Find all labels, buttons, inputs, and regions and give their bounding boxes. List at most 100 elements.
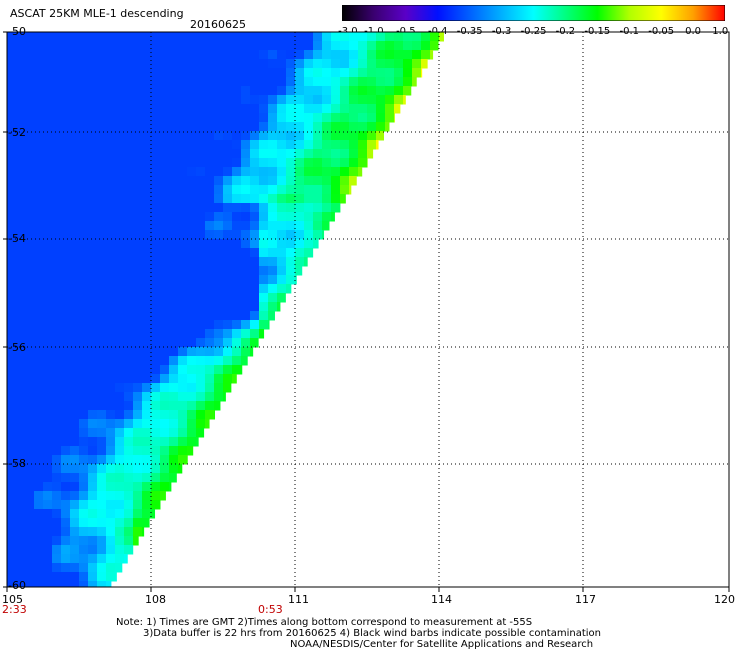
data-cell [160,50,170,60]
data-cell [322,140,332,150]
data-cell [133,347,143,357]
data-cell [214,194,224,204]
data-cell [151,482,161,492]
data-cell [241,68,251,78]
data-cell [70,149,80,159]
data-cell [331,122,341,132]
data-cell [277,50,287,60]
data-cell [25,455,35,465]
data-cell [52,356,62,366]
data-cell [196,95,206,105]
data-cell [97,248,107,258]
data-cell [160,104,170,114]
data-cell [106,41,116,51]
data-cell [187,104,197,114]
data-cell [70,536,80,546]
data-cell [268,113,278,123]
data-cell [223,302,233,312]
data-cell [61,167,71,177]
data-cell [169,212,179,222]
data-cell [340,113,350,123]
data-cell [241,167,251,177]
data-cell [133,50,143,60]
data-cell [304,86,314,96]
data-cell [178,464,183,474]
data-cell [259,311,269,321]
data-cell [124,383,134,393]
data-cell [196,167,206,177]
data-cell [250,194,260,204]
data-cell [7,212,17,222]
data-cell [187,230,197,240]
data-cell [286,239,296,249]
data-cell [187,239,197,249]
data-cell [196,275,206,285]
data-cell [142,473,152,483]
data-cell [232,131,242,141]
data-cell [43,311,53,321]
data-cell [151,176,161,186]
data-cell [394,95,404,105]
data-cell [241,248,251,258]
data-cell [142,383,152,393]
data-cell [106,32,116,42]
data-cell [214,86,224,96]
data-cell [133,392,143,402]
data-cell [43,203,53,213]
data-cell [439,32,444,42]
data-cell [331,59,341,69]
data-cell [16,86,26,96]
data-cell [16,239,26,249]
data-cell [331,41,341,51]
data-cell [25,104,35,114]
data-cell [97,68,107,78]
data-cell [115,383,125,393]
data-cell [151,122,161,132]
data-cell [106,518,116,528]
data-cell [34,374,44,384]
data-cell [88,392,98,402]
lon-label-120: 120 [714,593,735,606]
data-cell [241,176,251,186]
data-cell [241,356,248,366]
data-cell [142,500,152,510]
data-cell [205,302,215,312]
data-cell [151,320,161,330]
data-cell [304,203,314,213]
data-cell [169,68,179,78]
data-cell [151,302,161,312]
data-cell [25,230,35,240]
data-cell [97,392,107,402]
data-cell [358,167,363,177]
data-cell [241,32,251,42]
data-cell [52,41,62,51]
data-cell [70,320,80,330]
data-cell [214,392,224,402]
data-cell [169,239,179,249]
data-cell [88,527,98,537]
data-cell [268,86,278,96]
data-cell [169,77,179,87]
data-cell [259,221,269,231]
data-cell [205,77,215,87]
data-cell [187,131,197,141]
data-cell [169,185,179,195]
data-cell [205,104,215,114]
data-cell [358,158,368,168]
data-cell [358,50,368,60]
data-cell [313,167,323,177]
data-cell [43,455,53,465]
data-cell [25,212,35,222]
data-cell [115,149,125,159]
data-cell [250,68,260,78]
data-cell [43,293,53,303]
data-cell [151,356,161,366]
data-cell [43,500,53,510]
data-cell [133,68,143,78]
data-cell [79,518,89,528]
data-cell [7,284,17,294]
data-cell [151,149,161,159]
data-cell [223,266,233,276]
data-cell [124,248,134,258]
data-cells [7,32,444,588]
